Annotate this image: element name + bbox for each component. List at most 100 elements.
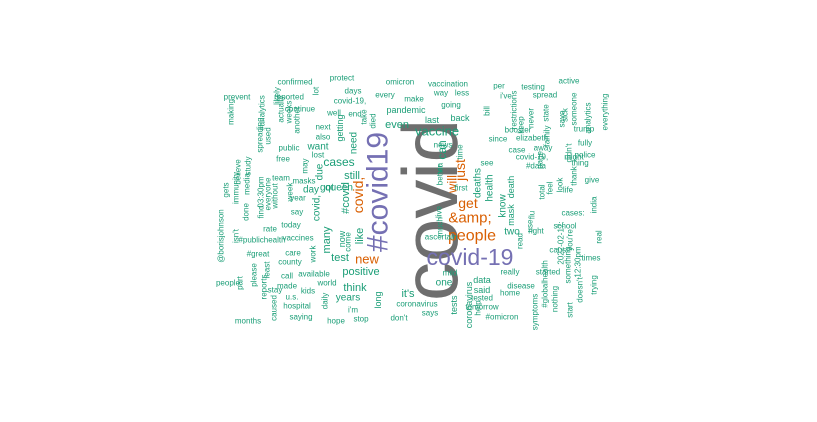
word-202: first <box>455 184 469 193</box>
word-100: died <box>369 113 378 128</box>
word-32: day <box>303 185 319 196</box>
word-135: caused <box>270 295 279 321</box>
word-6: will <box>445 175 460 194</box>
word-148: spread <box>533 91 557 100</box>
word-37: back <box>450 113 470 123</box>
word-105: confirmed <box>277 78 312 87</box>
word-80: county <box>278 258 302 267</box>
word-28: got <box>320 183 334 194</box>
word-65: don't <box>390 314 408 323</box>
word-147: testing <box>521 83 545 92</box>
word-82: today <box>281 221 301 230</box>
word-132: please <box>250 263 259 287</box>
word-53: going <box>441 101 461 110</box>
word-68: i'm <box>348 306 358 315</box>
word-131: #great <box>247 250 270 259</box>
word-20: it's <box>401 288 415 300</box>
word-174: something <box>564 247 573 284</box>
word-94: lost <box>312 151 325 160</box>
word-95: next <box>315 123 331 132</box>
word-19: think <box>343 282 367 294</box>
word-110: weeks <box>285 101 294 125</box>
word-40: data <box>473 275 491 285</box>
word-46: now <box>337 230 347 247</box>
word-109: another <box>293 106 302 133</box>
word-99: take <box>360 109 369 125</box>
word-137: call <box>281 272 293 281</box>
word-22: even <box>385 119 409 131</box>
word-69: world <box>316 279 336 288</box>
word-167: times <box>581 254 600 263</box>
word-126: study <box>244 156 253 175</box>
word-166: real <box>595 230 604 244</box>
word-21: one <box>436 278 453 289</box>
word-146: keep <box>517 116 526 134</box>
word-93: may <box>301 158 310 173</box>
word-172: start <box>566 301 575 317</box>
word-10: can <box>435 140 449 159</box>
word-133: reports <box>260 275 269 300</box>
word-39: coronavirus <box>464 281 474 328</box>
word-111: actually <box>277 95 286 122</box>
word-49: omicron <box>386 78 414 87</box>
word-33: years <box>336 293 360 304</box>
word-61: tomorrow <box>465 303 499 312</box>
word-107: likely <box>273 87 282 105</box>
word-81: vaccines <box>282 234 313 243</box>
word-89: team <box>272 174 290 183</box>
word-87: week <box>286 182 295 203</box>
word-170: doesn't <box>576 276 585 302</box>
word-164: give <box>585 176 600 185</box>
word-139: bill <box>483 106 492 116</box>
word-72: come <box>344 232 353 252</box>
word-5: get <box>458 195 478 211</box>
word-171: you're <box>566 229 575 251</box>
word-200: via <box>436 162 445 173</box>
word-45: long <box>373 291 383 308</box>
word-123: isn't <box>232 228 241 243</box>
word-168: trying <box>590 275 599 295</box>
word-35: pandemic <box>386 105 426 115</box>
word-195: better <box>436 164 445 185</box>
word-149: state <box>542 104 551 122</box>
word-134: least <box>263 261 272 279</box>
word-190: use <box>526 219 535 232</box>
word-120: months <box>235 317 261 326</box>
word-4: &amp; <box>448 210 491 227</box>
word-163: thank <box>570 165 579 186</box>
word-70: daily <box>321 293 330 309</box>
word-104: protect <box>330 74 355 83</box>
word-177: #globalhealth <box>541 260 550 308</box>
word-152: active <box>559 77 580 86</box>
word-187: covid-19, <box>516 153 548 162</box>
word-201: see <box>481 159 494 168</box>
word-191: right <box>528 227 544 236</box>
word-175: 2022-02-17: <box>557 221 566 264</box>
word-43: mask <box>506 204 516 226</box>
word-98: end <box>348 110 361 119</box>
word-129: done <box>242 203 251 221</box>
word-138: per <box>493 82 505 91</box>
word-117: gets <box>222 182 231 197</box>
word-130: #publichealth <box>238 236 285 245</box>
word-136: stay <box>268 286 283 295</box>
word-165: india <box>590 196 599 213</box>
word-159: might <box>564 153 584 162</box>
word-173: nothing <box>551 286 560 312</box>
word-184: page <box>536 151 545 169</box>
word-73: available <box>298 270 330 279</box>
word-1: #covid19 <box>362 132 395 252</box>
word-78: u.s. <box>286 293 299 302</box>
word-181: life <box>563 186 574 195</box>
word-113: #analytics <box>258 95 267 131</box>
word-122: immunity <box>232 172 241 204</box>
word-15: like <box>354 228 366 245</box>
word-75: kids <box>301 287 315 296</box>
word-60: really <box>500 268 519 277</box>
word-38: death <box>506 176 516 199</box>
word-31: covid, <box>312 195 323 221</box>
word-7: covid, <box>350 177 366 214</box>
word-0: covid <box>386 119 474 301</box>
word-66: stop <box>353 315 369 324</box>
word-54: since <box>489 135 508 144</box>
